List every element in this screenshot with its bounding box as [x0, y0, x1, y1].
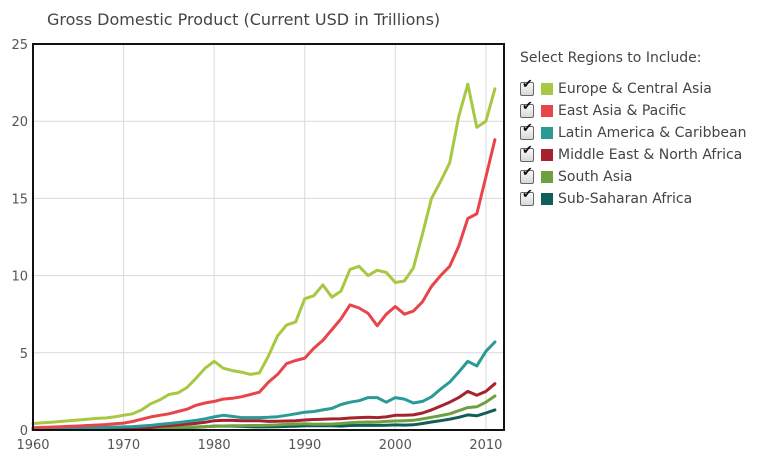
region-checkbox[interactable]: ✔: [520, 122, 534, 140]
legend-swatch: [541, 149, 553, 161]
y-tick-label: 20: [11, 115, 28, 130]
region-checkbox[interactable]: ✔: [520, 166, 534, 184]
y-tick-label: 25: [11, 38, 28, 53]
region-checkbox[interactable]: ✔: [520, 78, 534, 96]
x-axis-ticks: 1960 1970 1980 1990 2000 2010: [16, 438, 502, 453]
x-tick-label: 1990: [288, 438, 321, 453]
series-line-middle-east-north-africa: [31, 382, 497, 431]
legend-swatch: [541, 127, 553, 139]
legend-item[interactable]: ✔ Middle East & North Africa: [520, 144, 760, 166]
plot-frame: [32, 43, 505, 431]
legend-item[interactable]: ✔ Sub-Saharan Africa: [520, 188, 760, 210]
y-axis-ticks: 0 5 10 15 20 25: [11, 38, 28, 439]
x-tick-label: 2010: [469, 438, 502, 453]
region-checkbox[interactable]: ✔: [520, 144, 534, 162]
legend-label: Latin America & Caribbean: [558, 125, 747, 141]
checkmark-icon: ✔: [522, 143, 533, 158]
x-tick-label: 1980: [198, 438, 231, 453]
grid: [33, 44, 504, 430]
checkmark-icon: ✔: [522, 77, 533, 92]
legend-label: Sub-Saharan Africa: [558, 191, 693, 207]
legend-rows: ✔ Europe & Central Asia ✔ East Asia & Pacif…: [520, 78, 760, 210]
legend-swatch: [541, 171, 553, 183]
legend-item[interactable]: ✔ Europe & Central Asia: [520, 78, 760, 100]
legend-label: Middle East & North Africa: [558, 147, 743, 163]
region-checkbox[interactable]: ✔: [520, 100, 534, 118]
region-checkbox[interactable]: ✔: [520, 188, 534, 206]
series-layer: [31, 82, 497, 431]
series-line-latin-america-caribbean: [31, 340, 497, 431]
y-tick-label: 0: [20, 424, 28, 439]
region-selector-title: Select Regions to Include:: [520, 50, 702, 66]
legend-item[interactable]: ✔ East Asia & Pacific: [520, 100, 760, 122]
legend-label: South Asia: [558, 169, 633, 185]
checkmark-icon: ✔: [522, 99, 533, 114]
region-selector: Select Regions to Include: ✔ Europe & Cen…: [520, 50, 760, 210]
checkmark-icon: ✔: [522, 165, 533, 180]
x-tick-label: 2000: [379, 438, 412, 453]
legend-label: East Asia & Pacific: [558, 103, 687, 119]
y-tick-label: 10: [11, 270, 28, 285]
checkmark-icon: ✔: [522, 121, 533, 136]
legend-item[interactable]: ✔ South Asia: [520, 166, 760, 188]
x-tick-label: 1970: [107, 438, 140, 453]
checkmark-icon: ✔: [522, 187, 533, 202]
series-line-east-asia-pacific: [31, 138, 497, 430]
chart-title: Gross Domestic Product (Current USD in T…: [47, 10, 440, 29]
legend-label: Europe & Central Asia: [558, 81, 712, 97]
legend-swatch: [541, 83, 553, 95]
series-line-europe-central-asia: [31, 82, 497, 425]
legend-item[interactable]: ✔ Latin America & Caribbean: [520, 122, 760, 144]
x-tick-label: 1960: [16, 438, 49, 453]
legend-swatch: [541, 193, 553, 205]
y-tick-label: 5: [20, 347, 28, 362]
legend-swatch: [541, 105, 553, 117]
y-tick-label: 15: [11, 192, 28, 207]
